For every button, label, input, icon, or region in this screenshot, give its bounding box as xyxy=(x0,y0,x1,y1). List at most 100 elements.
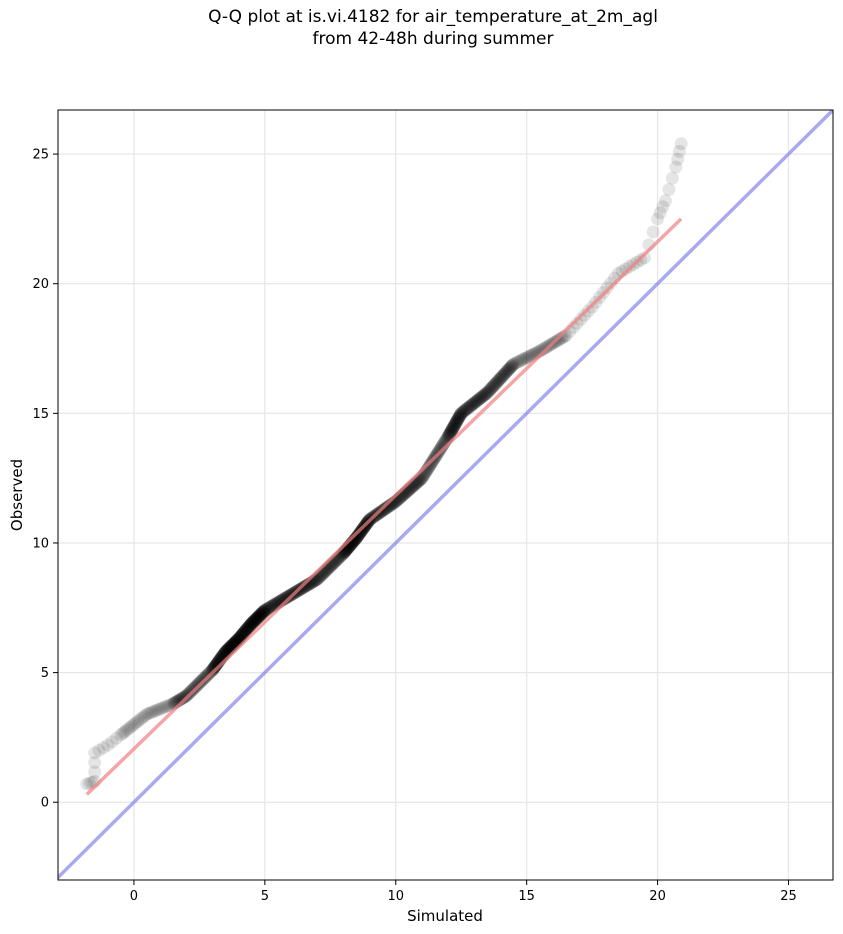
qq-point xyxy=(434,441,448,455)
qq-point xyxy=(487,378,501,392)
qq-point xyxy=(236,627,250,641)
qq-point xyxy=(205,663,219,677)
qq-point xyxy=(379,501,393,515)
y-axis-ticks: 0 5 10 15 20 25 xyxy=(32,148,58,811)
qq-point xyxy=(208,660,222,674)
qq-point xyxy=(207,661,221,675)
qq-point xyxy=(138,709,152,723)
qq-point xyxy=(482,384,496,398)
qq-point xyxy=(499,365,513,379)
qq-point xyxy=(488,377,502,391)
qq-point xyxy=(254,607,268,621)
qq-point xyxy=(80,777,94,791)
qq-point xyxy=(452,410,466,424)
qq-point xyxy=(242,620,256,634)
qq-point xyxy=(455,406,469,420)
qq-point xyxy=(466,397,480,411)
qq-point xyxy=(118,725,132,739)
qq-point xyxy=(502,362,516,376)
qq-point xyxy=(651,212,665,226)
qq-point xyxy=(449,416,463,430)
qq-point xyxy=(466,397,480,411)
qq-point xyxy=(477,388,491,402)
qq-point xyxy=(665,171,679,185)
qq-point xyxy=(496,369,510,383)
qq-point xyxy=(445,422,459,436)
qq-point xyxy=(296,581,310,595)
qq-point xyxy=(443,427,457,441)
qq-point xyxy=(555,331,569,345)
qq-point xyxy=(523,349,537,363)
x-tick-label: 5 xyxy=(261,889,269,904)
qq-point xyxy=(297,580,311,594)
qq-point xyxy=(481,385,495,399)
qq-point xyxy=(248,613,262,627)
qq-point xyxy=(354,524,368,538)
qq-point xyxy=(123,720,137,734)
qq-point xyxy=(257,604,271,618)
qq-point xyxy=(178,690,192,704)
qq-point xyxy=(131,714,145,728)
qq-point xyxy=(261,601,275,615)
qq-point xyxy=(109,731,123,745)
qq-point xyxy=(449,416,463,430)
qq-point xyxy=(493,372,507,386)
qq-point xyxy=(487,379,501,393)
qq-point xyxy=(206,663,220,677)
qq-point xyxy=(444,425,458,439)
qq-point xyxy=(262,601,276,615)
qq-point xyxy=(142,706,156,720)
qq-point xyxy=(206,662,220,676)
qq-point xyxy=(453,408,467,422)
qq-point xyxy=(378,502,392,516)
qq-point xyxy=(236,627,250,641)
qq-point xyxy=(256,605,270,619)
qq-point xyxy=(503,362,517,376)
qq-point xyxy=(133,713,147,727)
qq-point xyxy=(500,365,514,379)
qq-point xyxy=(257,605,271,619)
qq-point xyxy=(176,691,190,705)
qq-point xyxy=(282,589,296,603)
qq-point xyxy=(450,415,464,429)
qq-point xyxy=(478,387,492,401)
qq-point xyxy=(252,609,266,623)
qq-point xyxy=(422,460,436,474)
qq-point xyxy=(483,382,497,396)
qq-point xyxy=(507,357,521,371)
qq-point xyxy=(475,390,489,404)
x-tick-label: 25 xyxy=(780,889,797,904)
qq-point xyxy=(447,419,461,433)
qq-point xyxy=(662,183,676,197)
qq-point xyxy=(254,607,268,621)
qq-point xyxy=(434,442,448,456)
qq-point xyxy=(239,623,253,637)
qq-point xyxy=(476,389,490,403)
qq-point xyxy=(235,628,249,642)
qq-point xyxy=(446,421,460,435)
qq-point xyxy=(354,525,368,539)
qq-point xyxy=(464,399,478,413)
qq-point xyxy=(465,398,479,412)
qq-point xyxy=(88,746,102,760)
qq-point xyxy=(253,608,267,622)
qq-point xyxy=(489,376,503,390)
qq-point xyxy=(238,624,252,638)
qq-point xyxy=(574,312,588,326)
qq-point xyxy=(464,398,478,412)
qq-point xyxy=(205,664,219,678)
qq-point xyxy=(472,392,486,406)
qq-point xyxy=(253,608,267,622)
qq-point xyxy=(255,606,269,620)
qq-point xyxy=(237,626,251,640)
title-line-1: Q-Q plot at is.vi.4182 for air_temperatu… xyxy=(208,7,658,27)
qq-point xyxy=(237,625,251,639)
qq-point xyxy=(153,702,167,716)
qq-point xyxy=(445,423,459,437)
qq-point xyxy=(486,380,500,394)
x-tick-label: 20 xyxy=(649,889,666,904)
qq-point xyxy=(450,414,464,428)
qq-point xyxy=(246,615,260,629)
qq-point xyxy=(159,700,173,714)
qq-point xyxy=(512,354,526,368)
